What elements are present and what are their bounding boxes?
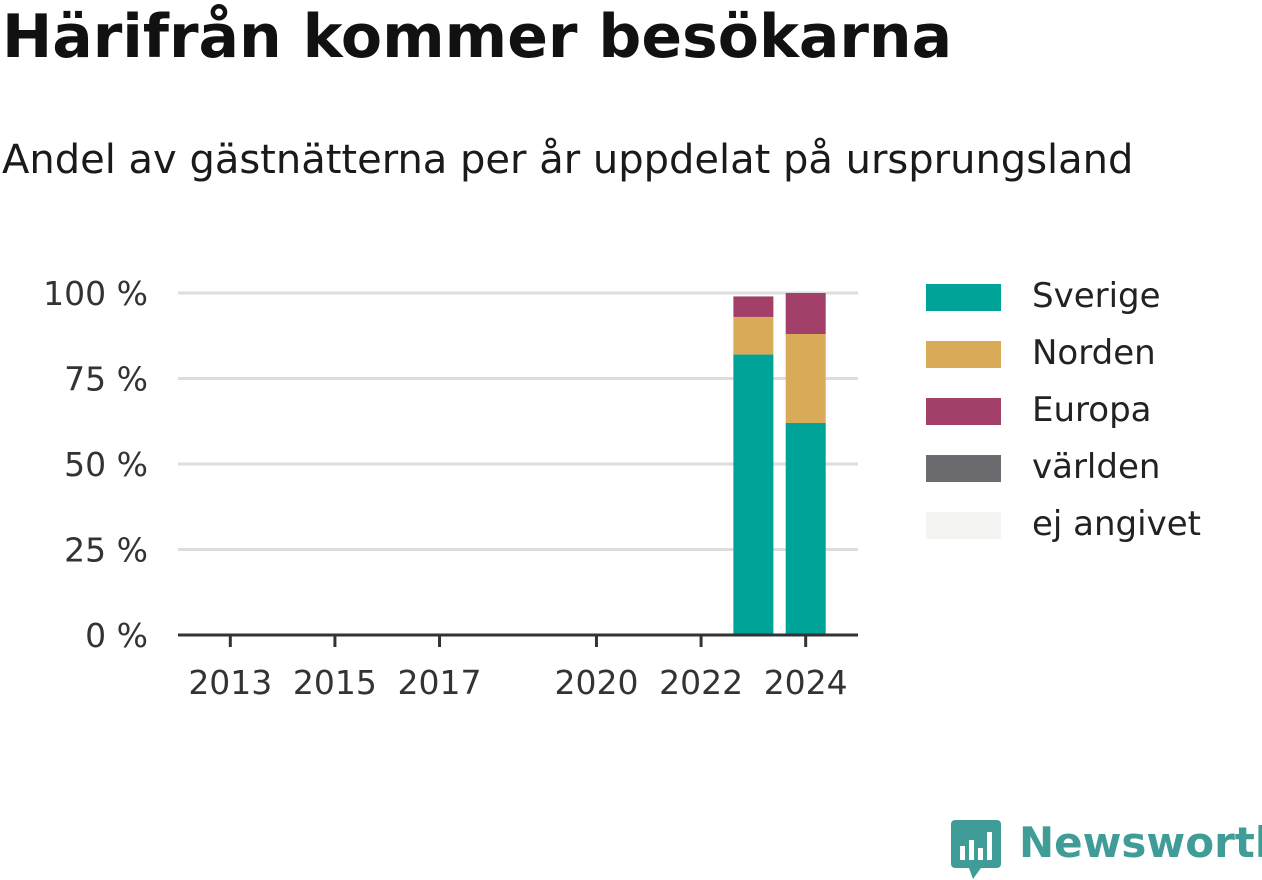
y-tick-label: 25 % [64,531,148,570]
x-tick-label: 2013 [188,663,272,702]
bar-segment-sverige-2024 [785,422,826,635]
legend-swatch-europa [926,398,1001,425]
legend-item-ej-angivet: ej angivet [926,504,1256,544]
x-tick-label: 2020 [554,663,638,702]
legend-swatch-sverige [926,284,1001,311]
bar-segment-sverige-2023 [733,354,774,635]
y-tick-label: 100 % [43,274,148,313]
legend-item-europa: Europa [926,390,1256,430]
y-tick-label: 50 % [64,445,148,484]
legend-label-ej-angivet: ej angivet [1032,504,1201,544]
legend-item-norden: Norden [926,333,1256,373]
legend-label-sverige: Sverige [1032,276,1161,316]
legend-label-europa: Europa [1032,390,1152,430]
legend-swatch-ej-angivet [926,512,1001,539]
newsworthy-logo-icon [951,820,1001,879]
legend-swatch-norden [926,341,1001,368]
bar-segment-norden-2024 [785,334,826,423]
legend-item-varlden: världen [926,447,1256,487]
bar-segment-europa-2023 [733,296,774,317]
y-tick-label: 0 % [85,616,148,655]
brand-name: Newsworthy [1019,818,1262,867]
x-tick-label: 2015 [293,663,377,702]
legend-label-norden: Norden [1032,333,1156,373]
chart-subtitle: Andel av gästnätterna per år uppdelat på… [2,137,1134,183]
x-tick-label: 2022 [659,663,743,702]
bars [733,293,826,635]
y-tick-label: 75 % [64,360,148,399]
x-tick-label: 2024 [764,663,848,702]
legend-label-varlden: världen [1032,447,1161,487]
x-tick-label: 2017 [398,663,482,702]
axes: 0 % 25 % 50 % 75 % 100 % 2013 2015 2017 2020 2022… [43,274,858,702]
bar-segment-norden-2023 [733,316,774,355]
bar-segment-europa-2024 [785,293,826,335]
chart-title: Härifrån kommer besökarna [2,2,953,72]
newsworthy-brand[interactable]: Newsworthy [951,818,1262,880]
legend-swatch-varlden [926,455,1001,482]
legend-item-sverige: Sverige [926,276,1256,316]
